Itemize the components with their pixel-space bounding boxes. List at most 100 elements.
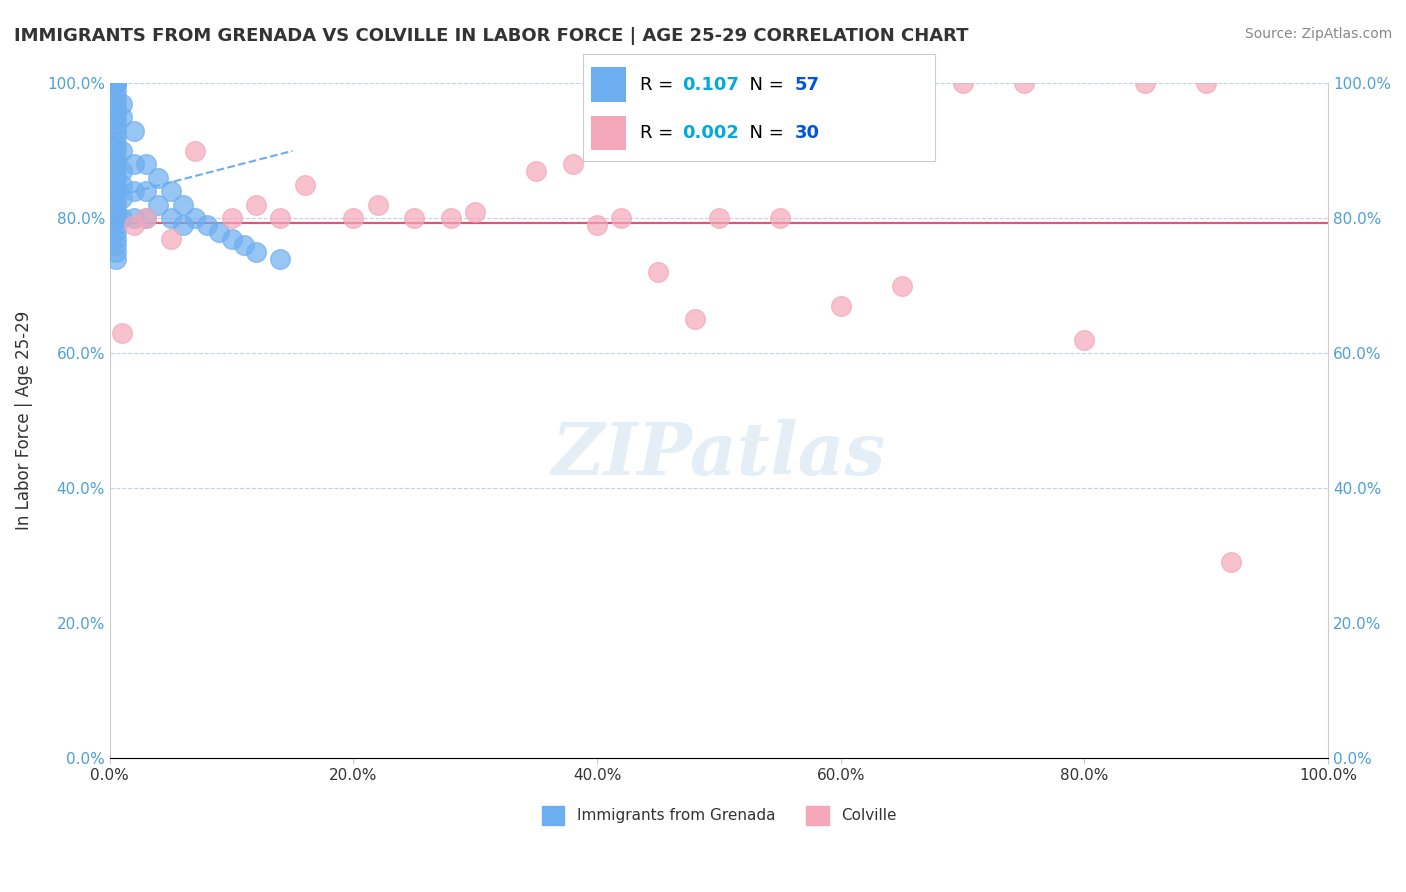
Point — [610, 211, 633, 226]
Point — [104, 77, 127, 91]
Point — [647, 265, 669, 279]
Point — [245, 198, 267, 212]
Point — [404, 211, 426, 226]
Point — [769, 211, 792, 226]
Point — [104, 144, 127, 158]
Point — [104, 238, 127, 252]
Point — [269, 211, 291, 226]
Point — [111, 96, 134, 111]
Point — [464, 204, 486, 219]
Point — [104, 137, 127, 152]
Bar — [591, 116, 626, 150]
Point — [524, 164, 547, 178]
Text: R =: R = — [640, 76, 679, 94]
Point — [104, 130, 127, 145]
Point — [1219, 555, 1241, 569]
Point — [1073, 333, 1095, 347]
Point — [104, 198, 127, 212]
Point — [159, 231, 181, 245]
Point — [104, 218, 127, 232]
Point — [104, 211, 127, 226]
Point — [104, 83, 127, 97]
Point — [172, 198, 194, 212]
Point — [342, 211, 364, 226]
Point — [440, 211, 463, 226]
Point — [104, 103, 127, 118]
Point — [184, 144, 207, 158]
Point — [135, 157, 157, 171]
Point — [952, 77, 974, 91]
Point — [122, 157, 145, 171]
Point — [294, 178, 316, 192]
Point — [221, 211, 243, 226]
Point — [111, 110, 134, 124]
Point — [159, 211, 181, 226]
Point — [104, 204, 127, 219]
Point — [707, 211, 730, 226]
Point — [1195, 77, 1218, 91]
Point — [104, 225, 127, 239]
Point — [104, 164, 127, 178]
Point — [683, 312, 706, 326]
Point — [367, 198, 389, 212]
Text: 0.002: 0.002 — [682, 124, 738, 142]
Bar — [591, 68, 626, 102]
Text: R =: R = — [640, 124, 679, 142]
Text: 57: 57 — [794, 76, 820, 94]
Text: 30: 30 — [794, 124, 820, 142]
Text: ZIPatlas: ZIPatlas — [553, 418, 886, 490]
Point — [148, 170, 170, 185]
Point — [104, 252, 127, 266]
Point — [159, 184, 181, 198]
Y-axis label: In Labor Force | Age 25-29: In Labor Force | Age 25-29 — [15, 311, 32, 530]
Point — [135, 184, 157, 198]
Point — [122, 123, 145, 137]
Point — [104, 184, 127, 198]
Point — [221, 231, 243, 245]
Point — [104, 90, 127, 104]
Point — [269, 252, 291, 266]
Text: N =: N = — [738, 76, 790, 94]
Point — [208, 225, 231, 239]
Point — [195, 218, 218, 232]
Point — [104, 123, 127, 137]
Point — [104, 96, 127, 111]
Point — [111, 178, 134, 192]
Point — [104, 157, 127, 171]
Point — [111, 144, 134, 158]
Point — [122, 184, 145, 198]
Point — [245, 244, 267, 259]
Point — [111, 326, 134, 340]
Point — [104, 110, 127, 124]
Legend: Immigrants from Grenada, Colville: Immigrants from Grenada, Colville — [536, 800, 903, 830]
Point — [104, 178, 127, 192]
Point — [122, 218, 145, 232]
Point — [135, 211, 157, 226]
Text: Source: ZipAtlas.com: Source: ZipAtlas.com — [1244, 27, 1392, 41]
Point — [104, 117, 127, 131]
Text: N =: N = — [738, 124, 790, 142]
Point — [104, 231, 127, 245]
Point — [104, 151, 127, 165]
Point — [104, 77, 127, 91]
Point — [104, 191, 127, 205]
Point — [232, 238, 254, 252]
Point — [122, 211, 145, 226]
Point — [830, 299, 852, 313]
Point — [561, 157, 583, 171]
Point — [104, 170, 127, 185]
Point — [172, 218, 194, 232]
Point — [148, 198, 170, 212]
Point — [111, 164, 134, 178]
Point — [111, 211, 134, 226]
Text: IMMIGRANTS FROM GRENADA VS COLVILLE IN LABOR FORCE | AGE 25-29 CORRELATION CHART: IMMIGRANTS FROM GRENADA VS COLVILLE IN L… — [14, 27, 969, 45]
Text: 0.107: 0.107 — [682, 76, 738, 94]
Point — [1135, 77, 1157, 91]
Point — [104, 244, 127, 259]
Point — [104, 77, 127, 91]
Point — [890, 278, 912, 293]
Point — [135, 211, 157, 226]
Point — [1012, 77, 1035, 91]
Point — [184, 211, 207, 226]
Point — [111, 191, 134, 205]
